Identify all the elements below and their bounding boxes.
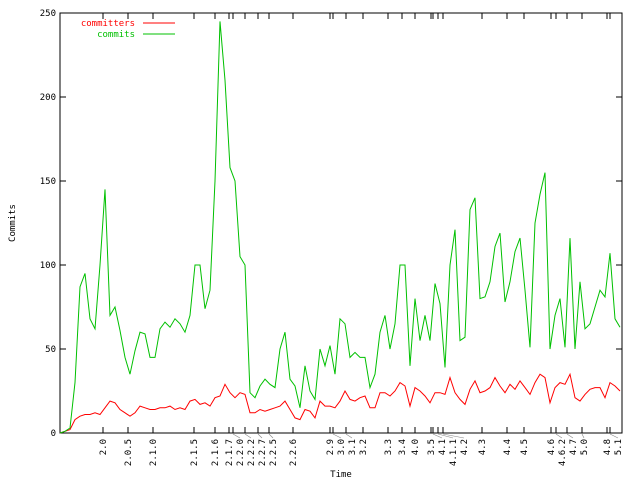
x-tick-leader [432, 433, 443, 439]
x-tick-leader [244, 433, 252, 439]
x-tick-label: 3.2 [359, 439, 369, 455]
plot-frame [59, 12, 623, 434]
x-tick-label: 2.1.7 [225, 439, 235, 466]
x-tick-label: 4.3 [478, 439, 488, 455]
y-tick-label: 200 [40, 93, 56, 103]
x-tick-leader [332, 433, 342, 439]
x-tick-label: 4.4 [503, 439, 513, 455]
y-tick-label: 0 [51, 429, 56, 439]
y-tick-label: 100 [40, 261, 56, 271]
y-tick-label: 250 [40, 9, 56, 19]
legend-label-committers: committers [81, 19, 135, 29]
x-tick-label: 4.6.2 [558, 439, 568, 466]
x-tick-label: 4.1 [438, 439, 448, 455]
x-tick-label: 4.7 [569, 439, 579, 455]
x-tick-label: 5.0 [580, 439, 590, 455]
x-tick-label: 3.3 [384, 439, 394, 455]
series-lines [59, 21, 621, 434]
x-tick-label: 4.5 [520, 439, 530, 455]
x-tick-label: 2.2.6 [289, 439, 299, 466]
x-tick-label: 4.0 [411, 439, 421, 455]
x-tick-label: 5.1 [614, 439, 624, 455]
x-tick-label: 2.9 [326, 439, 336, 455]
x-tick-label: 2.2.0 [236, 439, 246, 466]
x-tick-label: 2.0.5 [124, 439, 134, 466]
x-tick-label: 2.2.2 [247, 439, 257, 466]
y-axis: 0 50 100 150 200 250 [40, 9, 622, 439]
legend-label-commits: commits [97, 30, 135, 40]
x-tick-label: 3.0 [337, 439, 347, 455]
x-tick-leader [555, 433, 563, 439]
legend: committers commits [81, 19, 175, 40]
x-tick-label: 3.1 [348, 439, 358, 455]
x-tick-label: 4.8 [603, 439, 613, 455]
x-tick-label: 4.6 [547, 439, 557, 455]
x-axis-label: Time [330, 470, 352, 480]
x-tick-leader [268, 433, 274, 439]
x-tick-leader [257, 433, 263, 439]
x-axis: 2.0 2.0.5 2.1.0 2.1.5 2.1.6 2.1.7 2.2.0 2.2.2 2.… [99, 13, 624, 466]
x-tick-label: 4.2 [460, 439, 470, 455]
x-tick-label: 2.2.5 [269, 439, 279, 466]
series-line-commits [59, 21, 621, 434]
x-tick-leader [345, 433, 353, 439]
x-tick-label: 3.5 [427, 439, 437, 455]
x-tick-label: 2.1.5 [190, 439, 200, 466]
x-tick-leader [437, 433, 454, 439]
x-tick-leader [609, 433, 619, 439]
x-tick-leader [232, 433, 241, 439]
x-tick-label: 4.1.1 [449, 439, 459, 466]
y-tick-label: 150 [40, 177, 56, 187]
x-tick-label: 3.4 [398, 439, 408, 455]
x-tick-label: 2.1.0 [149, 439, 159, 466]
x-tick-label: 2.0 [99, 439, 109, 455]
x-tick-label: 2.1.6 [211, 439, 221, 466]
y-axis-label: Commits [8, 204, 18, 242]
series-line-committers [59, 372, 621, 434]
y-tick-label: 50 [45, 345, 56, 355]
x-tick-leader [442, 433, 465, 439]
x-tick-leader [581, 433, 585, 439]
x-tick-leader [566, 433, 574, 439]
x-tick-label: 2.2.7 [258, 439, 268, 466]
